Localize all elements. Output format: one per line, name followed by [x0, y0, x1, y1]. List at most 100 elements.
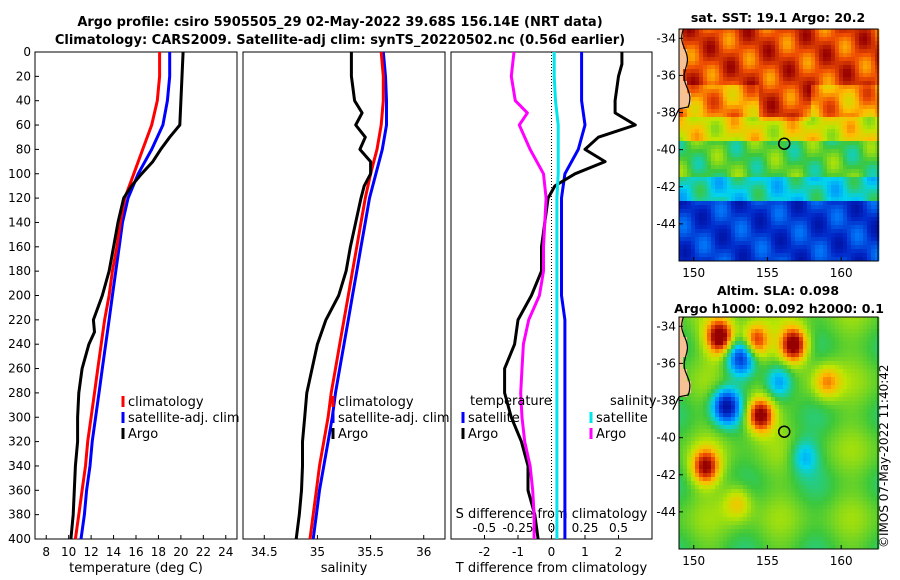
- temperature-legend-label: satellite-adj. clim: [128, 411, 240, 426]
- sst-map-lat-tick-label: -38: [656, 106, 676, 120]
- s-difference-axis-label: S difference from climatology: [456, 507, 648, 522]
- depth-tick-label: 320: [8, 435, 31, 449]
- temperature-axis-tick-label: 20: [173, 545, 188, 559]
- temperature-legend-label: Argo: [128, 427, 158, 442]
- depth-tick-label: 100: [8, 167, 31, 181]
- sla-map-title-line2: Argo h1000: 0.092 h2000: 0.1: [674, 301, 884, 316]
- t-difference-axis-tick-label: 2: [615, 545, 623, 559]
- sst-map-lon-tick-label: 155: [756, 266, 779, 280]
- sst-map-argo-marker: [777, 137, 791, 150]
- depth-tick-label: 140: [8, 215, 31, 229]
- depth-tick-label: 220: [8, 313, 31, 327]
- depth-tick-label: 260: [8, 362, 31, 376]
- depth-tick-label: 0: [23, 45, 31, 59]
- depth-tick-label: 20: [16, 69, 31, 83]
- depth-tick-label: 340: [8, 459, 31, 473]
- s-difference-tick-label: 0: [548, 521, 556, 535]
- difference-legend-salinity-label: Argo: [596, 427, 626, 442]
- difference-legend-temperature-label: Argo: [468, 427, 498, 442]
- temperature-axis-tick-label: 10: [61, 545, 76, 559]
- s-diff-argo-line: [509, 51, 548, 539]
- s-difference-tick-label: -0.25: [502, 521, 533, 535]
- t-difference-axis-tick-label: 0: [548, 545, 556, 559]
- difference-legend-temperature-title: temperature: [470, 394, 552, 409]
- depth-tick-label: 400: [8, 532, 31, 546]
- sst-map-lat-tick-label: -36: [656, 68, 676, 82]
- salinity-climatology-line: [308, 51, 385, 540]
- sla-map-lat-tick-label: -34: [656, 319, 676, 333]
- depth-tick-label: 40: [16, 94, 31, 108]
- temperature-satellite-line: [79, 52, 172, 540]
- sla-map-lon-tick-label: 155: [756, 554, 779, 568]
- sla-map-title-line1: Altim. SLA: 0.098: [716, 283, 840, 298]
- temperature-plot-frame: [34, 51, 238, 540]
- temperature-axis-tick-label: 14: [106, 545, 121, 559]
- sla-map-argo-marker: [777, 425, 791, 438]
- sla-map-lat-tick-label: -44: [656, 505, 676, 519]
- difference-legend-salinity-title: salinity: [610, 394, 657, 409]
- depth-tick-label: 360: [8, 483, 31, 497]
- sst-map-lat-tick-label: -44: [656, 217, 676, 231]
- s-difference-tick-label: 0.5: [609, 521, 628, 535]
- temperature-axis-tick-label: 22: [196, 545, 211, 559]
- temperature-climatology-line: [73, 52, 162, 540]
- sla-map-lon-tick-label: 150: [682, 554, 705, 568]
- t-diff-satellite-line: [560, 52, 587, 539]
- sla-map-lat-tick-label: -38: [656, 394, 676, 408]
- temperature-axis-tick-label: 12: [83, 545, 98, 559]
- sst-map-frame: [678, 28, 879, 262]
- depth-tick-label: 160: [8, 240, 31, 254]
- salinity-axis-tick-label: 35.5: [357, 545, 384, 559]
- depth-tick-label: 280: [8, 386, 31, 400]
- sst-map-field: [679, 29, 880, 262]
- sst-map-lon-tick-label: 160: [830, 266, 853, 280]
- temperature-axis-label: temperature (deg C): [69, 561, 203, 576]
- sst-map-title: sat. SST: 19.1 Argo: 20.2: [690, 10, 866, 25]
- s-diff-satellite-line: [552, 52, 560, 539]
- s-difference-tick-label: -0.5: [473, 521, 496, 535]
- depth-tick-label: 120: [8, 191, 31, 205]
- sla-map-lat-tick-label: -42: [656, 468, 676, 482]
- sla-map-lon-tick-label: 160: [830, 554, 853, 568]
- sst-map-lon-tick-label: 150: [682, 266, 705, 280]
- salinity-axis-label: salinity: [321, 561, 368, 576]
- temperature-axis-tick-label: 18: [151, 545, 166, 559]
- depth-tick-label: 300: [8, 410, 31, 424]
- sst-map-lat-tick-label: -42: [656, 180, 676, 194]
- s-difference-tick-label: 0.25: [572, 521, 599, 535]
- sla-map-coastline: [672, 316, 691, 411]
- salinity-legend-label: Argo: [338, 427, 368, 442]
- temperature-axis-tick-label: 16: [128, 545, 143, 559]
- salinity-legend-label: climatology: [338, 395, 414, 410]
- salinity-plot-frame: [242, 51, 446, 540]
- sst-map-coastline: [672, 28, 691, 123]
- salinity-axis-tick-label: 36: [416, 545, 431, 559]
- salinity-argo-line: [294, 52, 373, 540]
- temperature-legend-label: climatology: [128, 395, 204, 410]
- depth-tick-label: 180: [8, 264, 31, 278]
- depth-tick-label: 380: [8, 508, 31, 522]
- t-difference-axis-tick-label: -2: [479, 545, 491, 559]
- t-difference-axis-tick-label: -1: [512, 545, 524, 559]
- temperature-axis-tick-label: 24: [218, 545, 233, 559]
- depth-tick-label: 200: [8, 289, 31, 303]
- salinity-legend-label: satellite-adj. clim: [338, 411, 450, 426]
- sla-map-field: [679, 317, 880, 550]
- t-difference-axis-tick-label: 1: [581, 545, 589, 559]
- depth-tick-label: 80: [16, 142, 31, 156]
- salinity-axis-tick-label: 35: [310, 545, 325, 559]
- sst-map-lat-tick-label: -40: [656, 143, 676, 157]
- figure-title-line2: Climatology: CARS2009. Satellite-adj cli…: [54, 33, 626, 48]
- depth-tick-label: 240: [8, 337, 31, 351]
- figure-title-line1: Argo profile: csiro 5905505_29 02-May-20…: [77, 15, 603, 30]
- t-difference-axis-label: T difference from climatology: [455, 561, 648, 576]
- difference-legend-salinity-label: satellite: [596, 411, 648, 426]
- sst-map-lat-tick-label: -34: [656, 31, 676, 45]
- difference-legend-temperature-label: satellite: [468, 411, 520, 426]
- temperature-argo-line: [69, 51, 185, 540]
- sla-map-lat-tick-label: -40: [656, 431, 676, 445]
- sla-map-frame: [678, 316, 879, 550]
- salinity-satellite-line: [311, 51, 388, 540]
